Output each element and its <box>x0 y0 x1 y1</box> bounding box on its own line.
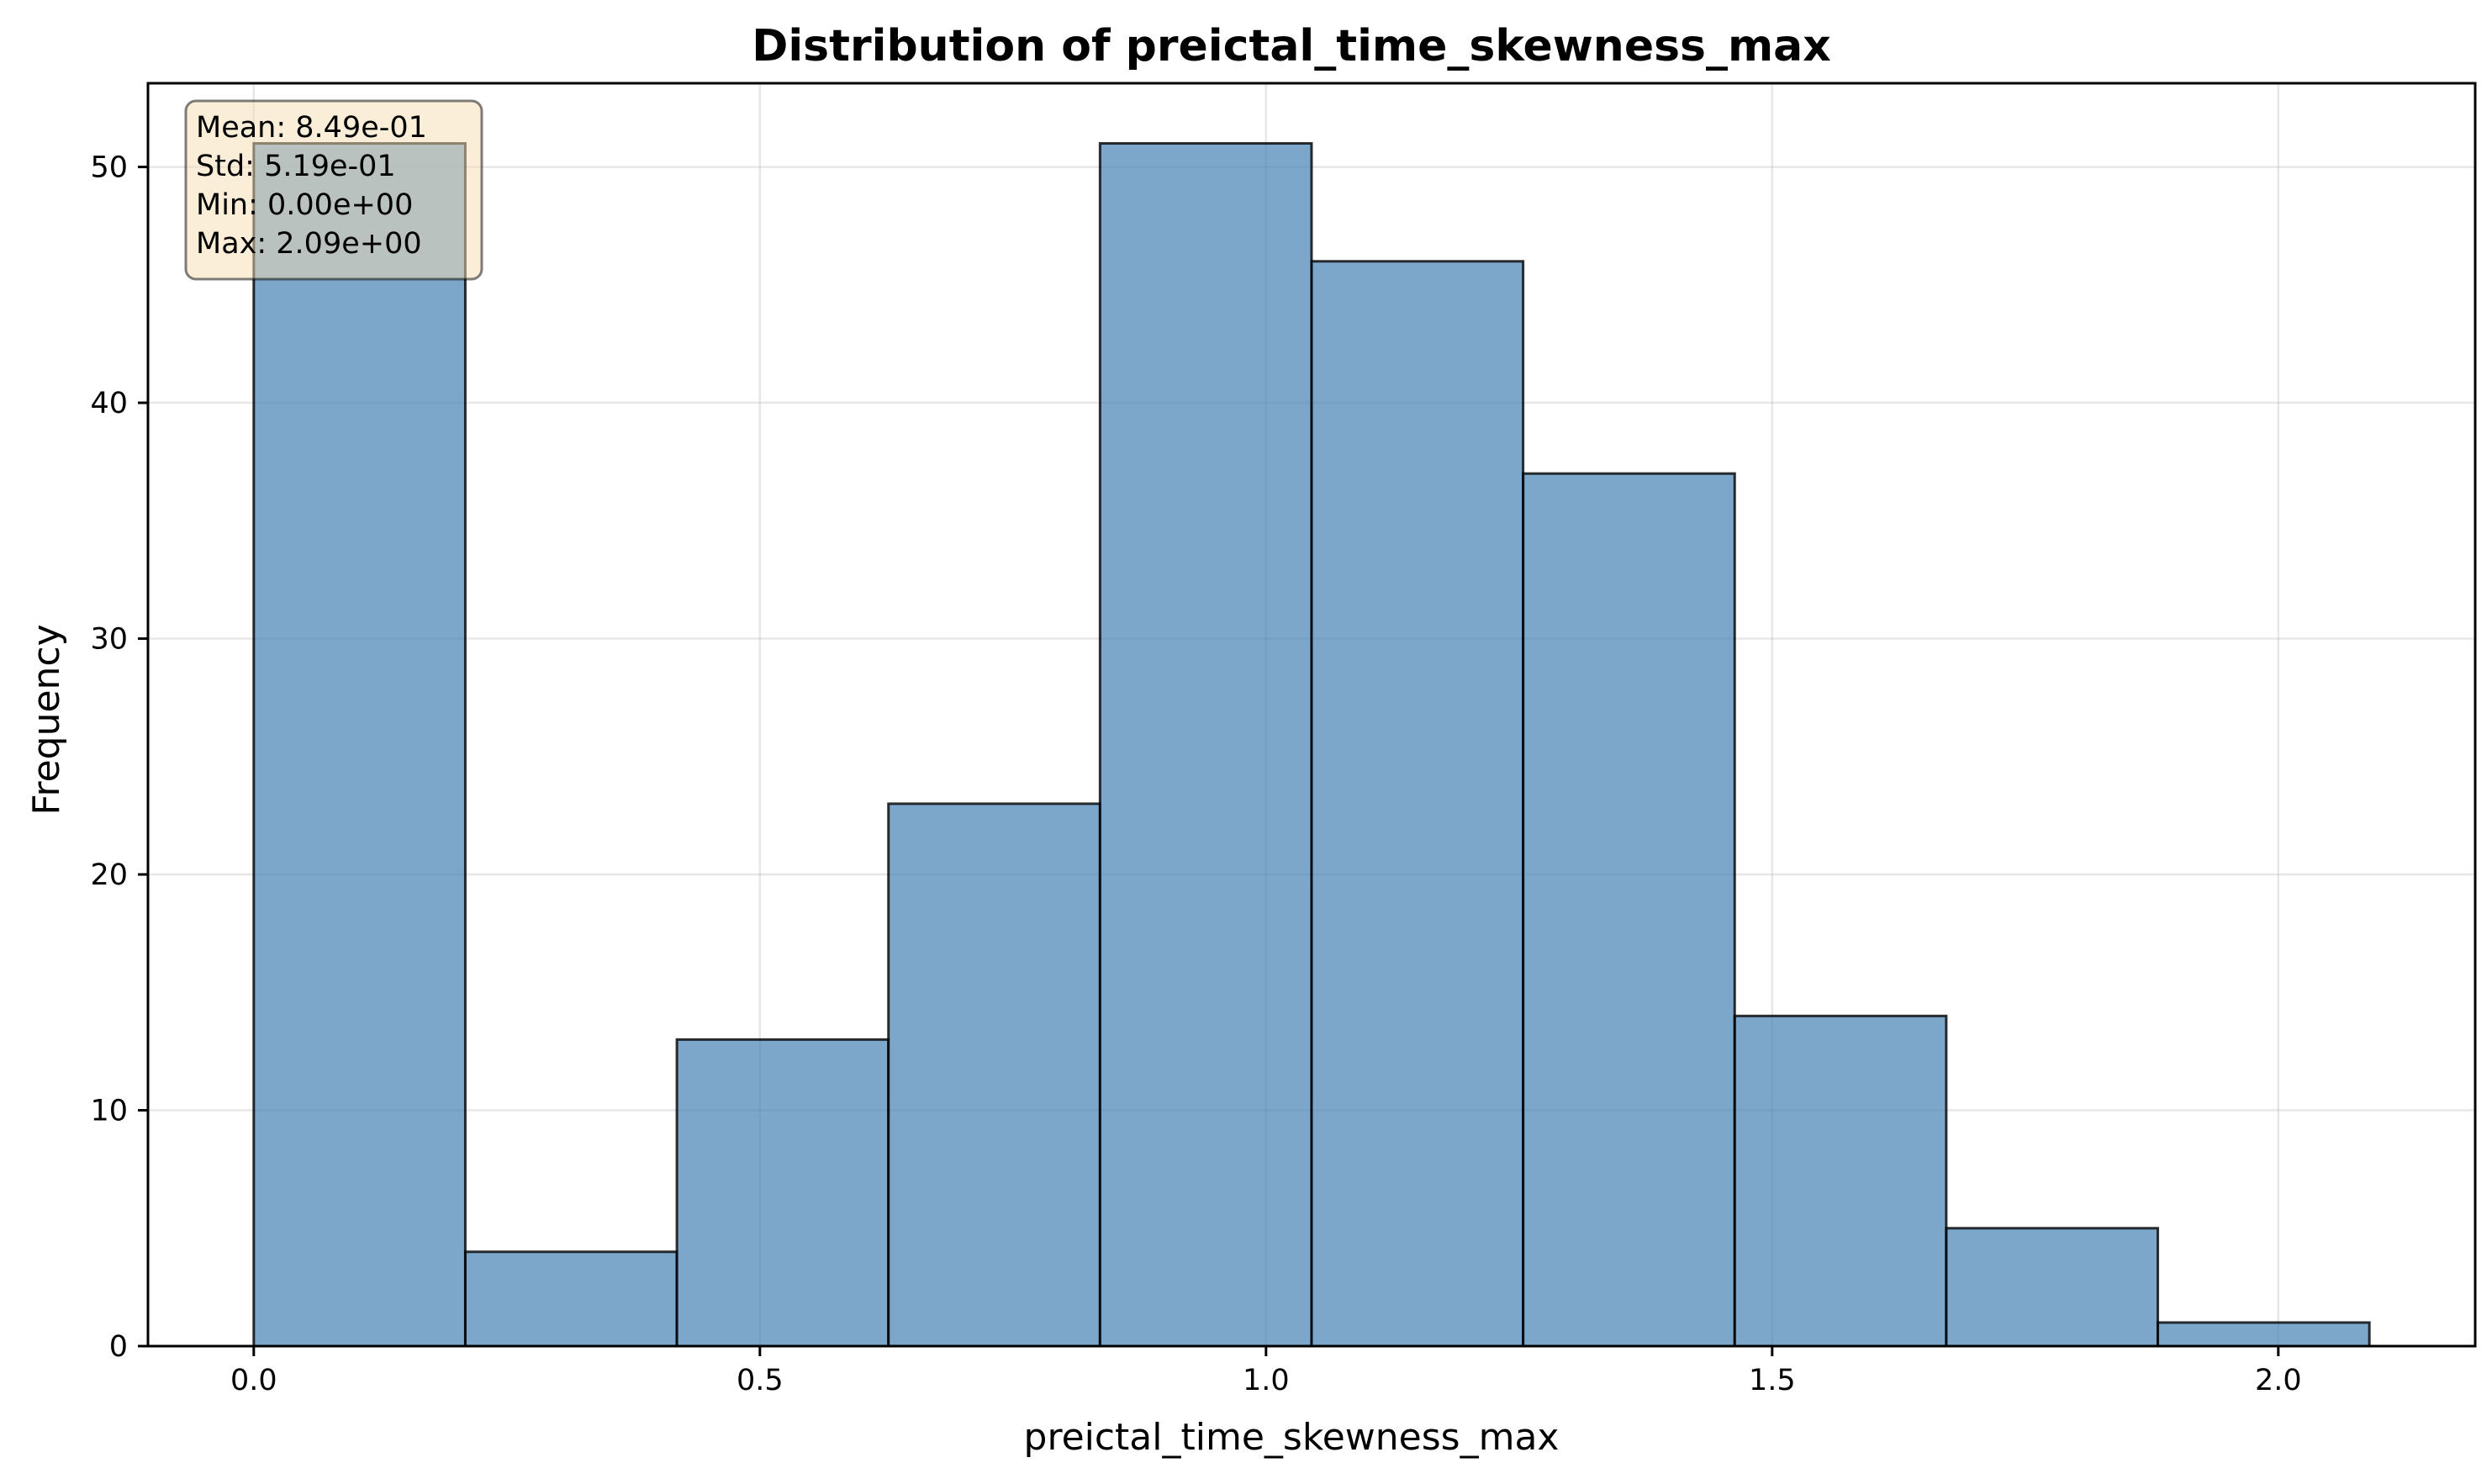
stats-min: Min: 0.00e+00 <box>196 188 413 222</box>
stats-mean: Mean: 8.49e-01 <box>196 111 427 145</box>
histogram-bar-6 <box>1522 472 1736 1348</box>
y-tick-label-4: 40 <box>90 387 128 420</box>
x-tick-label-0: 0.0 <box>230 1364 277 1397</box>
x-tick-label-1: 0.5 <box>737 1364 784 1397</box>
stats-max: Max: 2.09e+00 <box>196 227 422 261</box>
stats-box-background <box>184 99 483 281</box>
histogram-bars <box>252 142 2371 1348</box>
histogram-bar-5 <box>1310 260 1525 1348</box>
y-tick-label-2: 20 <box>90 858 128 892</box>
histogram-bar-7 <box>1733 1014 1948 1348</box>
y-axis-label: Frequency <box>25 624 68 815</box>
y-tick-label-5: 50 <box>90 151 128 185</box>
x-tick-label-3: 1.5 <box>1749 1364 1796 1397</box>
histogram-bar-3 <box>887 802 1101 1348</box>
histogram-bar-9 <box>2157 1321 2371 1348</box>
x-tick-label-2: 1.0 <box>1243 1364 1290 1397</box>
histogram-bar-4 <box>1098 142 1313 1348</box>
axes <box>146 82 2477 1348</box>
histogram-bar-0 <box>252 142 467 1348</box>
histogram-bar-8 <box>1945 1227 2160 1348</box>
plot-frame <box>146 82 2477 1348</box>
x-axis-ticks: 0.0 0.5 1.0 1.5 2.0 <box>230 1346 2302 1397</box>
stats-box: Mean: 8.49e-01 Std: 5.19e-01 Min: 0.00e+… <box>184 99 483 281</box>
histogram-bar-1 <box>463 1250 678 1348</box>
histogram-bar-2 <box>675 1038 890 1348</box>
y-tick-label-1: 10 <box>90 1095 128 1128</box>
y-tick-label-3: 30 <box>90 623 128 657</box>
x-tick-label-4: 2.0 <box>2255 1364 2302 1397</box>
stats-std: Std: 5.19e-01 <box>196 150 396 183</box>
chart-title: Distribution of preictal_time_skewness_m… <box>752 21 1831 71</box>
y-axis-ticks: 0 10 20 30 40 50 <box>90 151 148 1364</box>
x-axis-label: preictal_time_skewness_max <box>1024 1416 1560 1459</box>
y-tick-label-0: 0 <box>109 1330 128 1364</box>
